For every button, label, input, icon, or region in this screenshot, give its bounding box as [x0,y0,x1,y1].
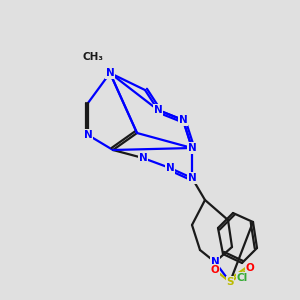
Text: N: N [188,143,196,153]
Text: O: O [246,263,254,273]
Text: N: N [188,173,196,183]
Text: N: N [139,153,147,163]
Text: N: N [178,115,188,125]
Text: N: N [84,130,92,140]
Text: O: O [211,265,219,275]
Text: N: N [211,257,219,267]
Text: Cl: Cl [236,273,247,283]
Text: N: N [106,68,114,78]
Text: N: N [166,163,174,173]
Text: S: S [226,277,234,287]
Text: CH₃: CH₃ [82,52,103,62]
Text: N: N [154,105,162,115]
